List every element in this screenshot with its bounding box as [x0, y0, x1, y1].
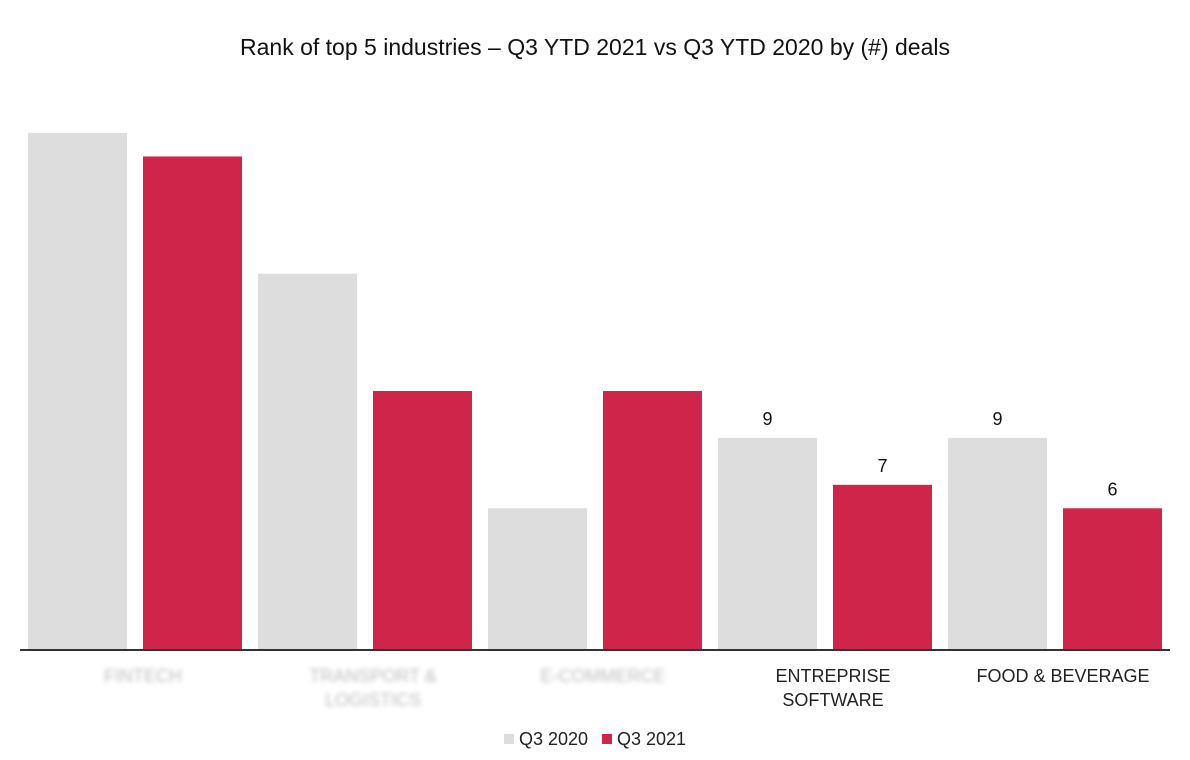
bar-q3-2020-2 — [488, 508, 587, 649]
legend: Q3 2020 Q3 2021 — [0, 728, 1190, 750]
x-tick-label: ENTREPRISE SOFTWARE — [775, 666, 891, 710]
x-tick-label: E-COMMERCE — [540, 666, 666, 686]
bar-q3-2020-3 — [718, 437, 817, 649]
bar-q3-2021-3 — [833, 484, 932, 649]
bar-q3-2020-0 — [28, 133, 127, 649]
data-label: 6 — [1107, 479, 1117, 499]
bar-q3-2021-0 — [143, 156, 242, 650]
legend-item: Q3 2021 — [602, 729, 686, 750]
bar-q3-2020-4 — [948, 437, 1047, 649]
bar-q3-2021-4 — [1063, 508, 1162, 649]
data-label: 7 — [877, 456, 887, 476]
bar-q3-2020-1 — [258, 273, 357, 649]
x-tick-label: TRANSPORT & LOGISTICS — [309, 666, 437, 710]
legend-swatch — [602, 734, 612, 744]
chart-title: Rank of top 5 industries – Q3 YTD 2021 v… — [240, 34, 950, 60]
data-label: 9 — [992, 409, 1002, 429]
legend-swatch — [503, 734, 514, 744]
data-label: 9 — [762, 409, 772, 429]
x-tick-label: FOOD & BEVERAGE — [976, 666, 1150, 686]
legend-label: Q3 2020 — [518, 728, 588, 749]
bar-q3-2021-2 — [603, 391, 702, 649]
legend-label: Q3 2021 — [617, 728, 687, 749]
x-tick-label: FINTECH — [104, 666, 182, 686]
legend-item: Q3 2020 — [503, 728, 588, 750]
bar-q3-2021-1 — [373, 391, 472, 649]
